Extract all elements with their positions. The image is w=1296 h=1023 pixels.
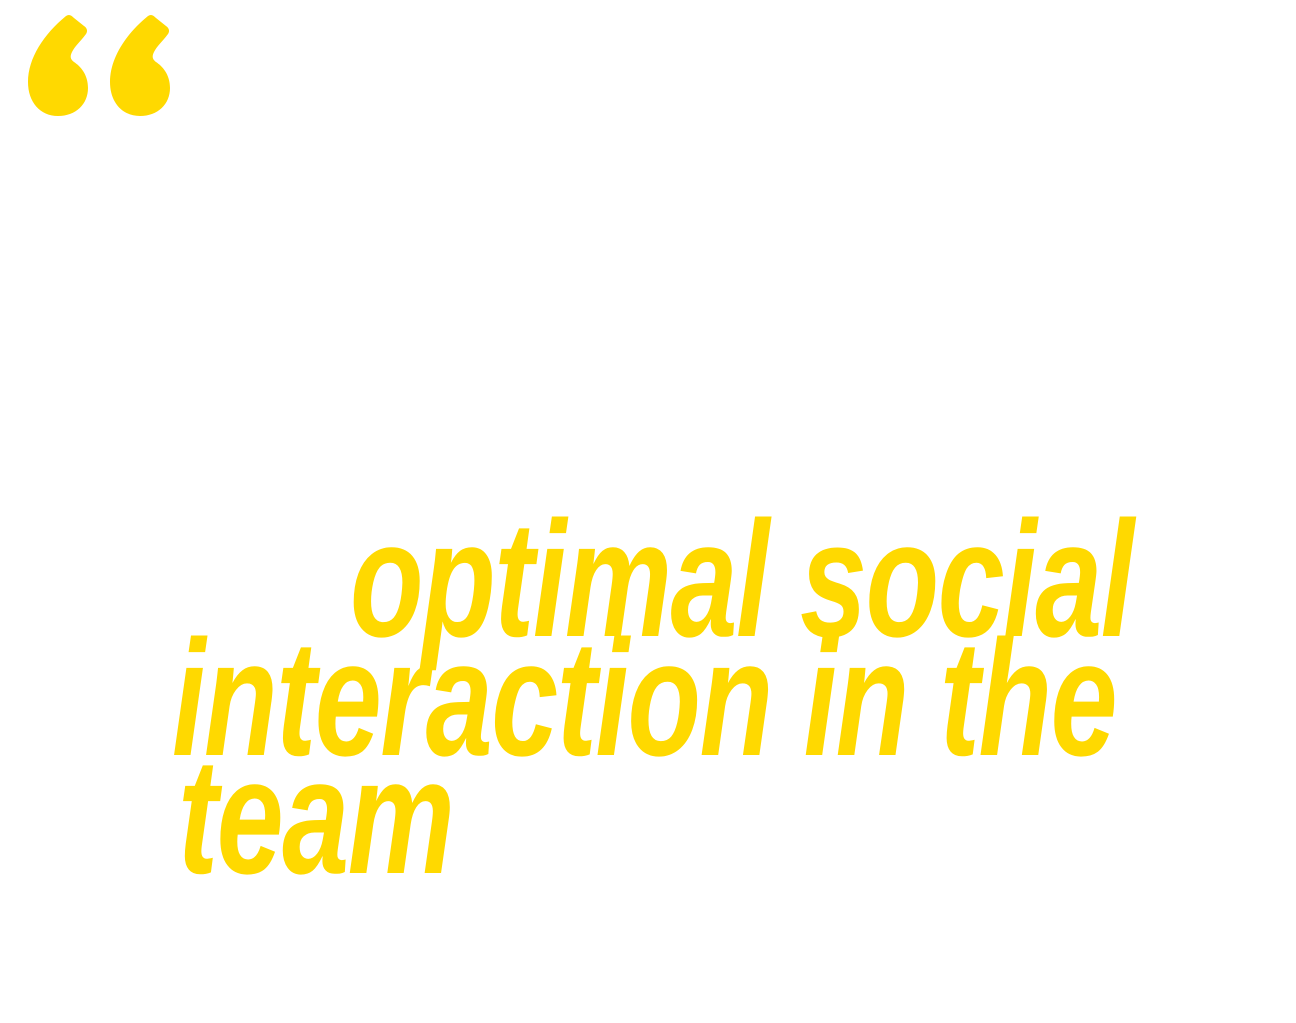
open-quote-icon bbox=[28, 14, 170, 117]
quote-line-1: optimal social bbox=[350, 487, 1134, 671]
quote-line-2: interaction in the bbox=[172, 606, 1118, 790]
quote-line-3: team bbox=[178, 724, 455, 908]
